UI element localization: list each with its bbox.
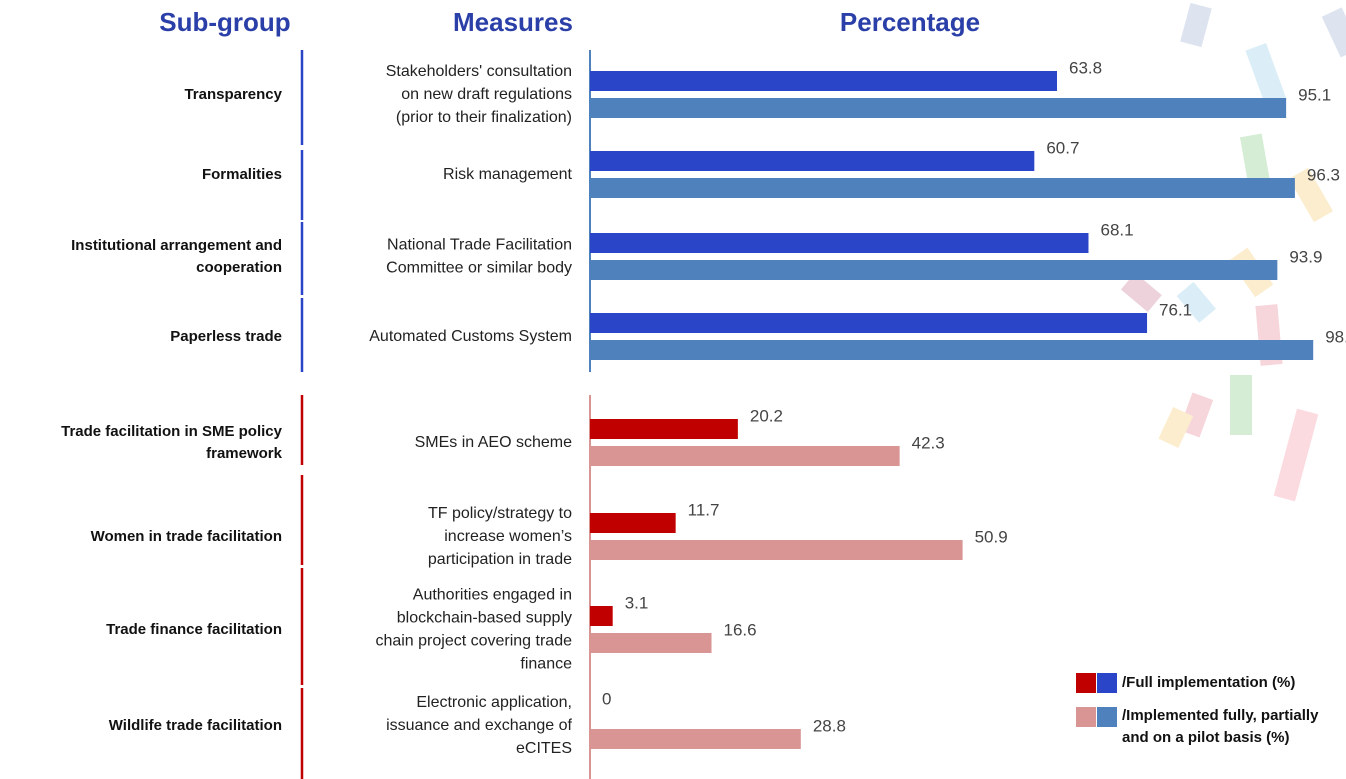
bar (590, 729, 801, 749)
bar (590, 71, 1058, 91)
subgroup-label: Trade finance facilitation (106, 621, 282, 638)
value-label: 50.9 (975, 527, 1008, 546)
subgroup-label: Transparency (184, 86, 282, 103)
measure-label: finance (520, 656, 572, 673)
bar (590, 540, 963, 560)
value-label: 96.3 (1307, 165, 1340, 184)
legend-label: /Implemented fully, partially and on a p… (1122, 707, 1319, 746)
subgroup-label: Trade facilitation in SME policy (61, 423, 283, 440)
legend-swatch (1076, 707, 1096, 727)
value-label: 63.8 (1069, 58, 1102, 77)
subgroup-label: Institutional arrangement and (71, 237, 282, 254)
measure-label: Authorities engaged in (413, 587, 572, 604)
header: Percentage (840, 7, 980, 37)
legend-label: /Full implementation (%) (1122, 674, 1295, 691)
value-label: 11.7 (688, 500, 720, 519)
header: Measures (453, 7, 573, 37)
bar (590, 233, 1089, 253)
measure-label: chain project covering trade (375, 633, 572, 650)
value-label: 95.1 (1298, 85, 1331, 104)
measure-label: Stakeholders' consultation (386, 63, 572, 80)
header: Sub-group (159, 7, 290, 37)
subgroup-label: Women in trade facilitation (91, 528, 282, 545)
measure-label: Committee or similar body (386, 260, 572, 277)
subgroup-label: cooperation (196, 259, 282, 276)
measure-label: TF policy/strategy to (428, 505, 572, 522)
bar (590, 151, 1035, 171)
legend-swatch (1097, 673, 1117, 693)
measure-label: Risk management (443, 166, 573, 183)
value-label: 28.8 (813, 716, 846, 735)
bar (590, 260, 1278, 280)
value-label: 20.2 (750, 406, 783, 425)
measure-label: (prior to their finalization) (396, 109, 572, 126)
bar (590, 98, 1287, 118)
subgroup-label: Formalities (202, 166, 282, 183)
bar (590, 313, 1148, 333)
bar (590, 340, 1314, 360)
measure-label: participation in trade (428, 551, 572, 568)
value-label: 3.1 (625, 593, 649, 612)
measure-label: Electronic application, (416, 694, 572, 711)
measure-label: National Trade Facilitation (387, 237, 572, 254)
bar (590, 178, 1295, 198)
bar (590, 513, 676, 533)
value-label: 0 (602, 689, 611, 708)
subgroup-label: Paperless trade (170, 328, 282, 345)
measure-label: increase women’s (444, 528, 572, 545)
measure-label: SMEs in AEO scheme (415, 434, 572, 451)
measure-label: on new draft regulations (401, 86, 572, 103)
bar (590, 446, 900, 466)
measure-label: eCITES (516, 740, 572, 757)
measure-label: issuance and exchange of (386, 717, 572, 734)
value-label: 93.9 (1289, 247, 1322, 266)
bar (590, 419, 738, 439)
bar (590, 633, 712, 653)
value-label: 16.6 (724, 620, 757, 639)
measure-label: Automated Customs System (369, 328, 572, 345)
measure-label: blockchain-based supply (397, 610, 572, 627)
subgroup-label: Wildlife trade facilitation (109, 717, 282, 734)
subgroup-label: framework (206, 445, 283, 462)
legend-label-box: /Implemented fully, partially and on a p… (1122, 707, 1319, 746)
value-label: 42.3 (912, 433, 945, 452)
value-label: 98.8 (1325, 327, 1346, 346)
value-label: 60.7 (1046, 138, 1079, 157)
legend-swatch (1097, 707, 1117, 727)
value-label: 68.1 (1100, 220, 1133, 239)
value-label: 76.1 (1159, 300, 1192, 319)
bar (590, 606, 613, 626)
legend-swatch (1076, 673, 1096, 693)
